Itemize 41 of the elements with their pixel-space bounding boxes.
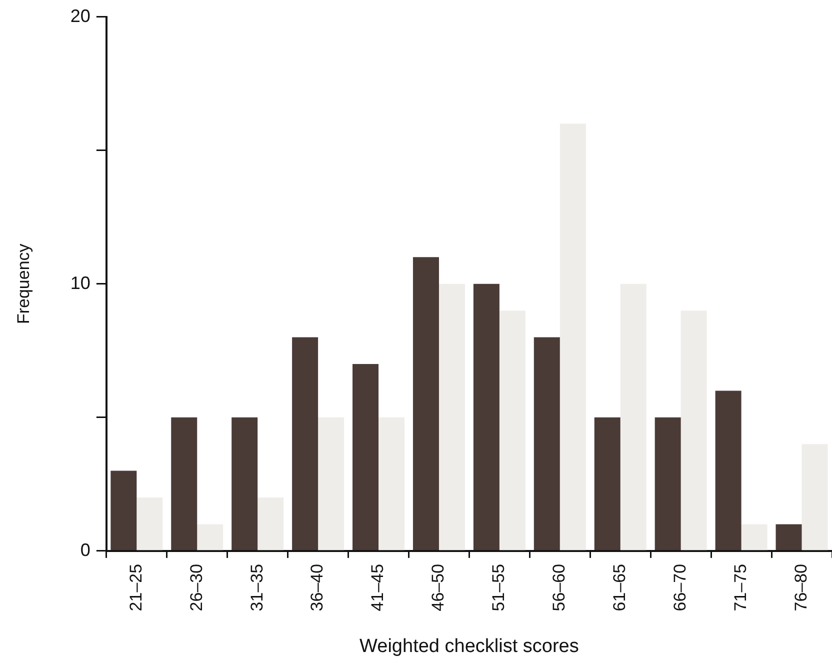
x-tick-label: 51–55 [489, 564, 508, 612]
bar [715, 390, 742, 550]
bar [776, 524, 802, 550]
bar [378, 417, 405, 550]
x-tick-label: 31–35 [247, 564, 266, 612]
bar [292, 337, 318, 550]
bar [232, 417, 258, 550]
bar [197, 524, 224, 550]
bar [560, 124, 586, 550]
x-tick-label: 66–70 [670, 564, 690, 612]
x-tick-label: 26–30 [186, 564, 206, 612]
bar [171, 417, 198, 550]
bar [473, 284, 500, 550]
x-tick-label: 56–60 [550, 564, 569, 612]
x-axis-title: Weighted checklist scores [360, 636, 579, 657]
y-axis-title: Frequency [14, 243, 33, 324]
y-tick-label: 10 [70, 272, 90, 293]
x-tick-label: 76–80 [791, 564, 810, 612]
bar [620, 284, 646, 550]
y-tick-label: 20 [70, 6, 90, 26]
bar [680, 310, 707, 550]
bar [258, 498, 284, 550]
y-tick-label: 0 [80, 540, 90, 560]
bar [499, 310, 526, 550]
bar [654, 417, 681, 550]
bar [412, 257, 439, 550]
bar [802, 444, 828, 550]
bar [318, 417, 344, 550]
bar [438, 284, 465, 550]
bar [110, 470, 137, 550]
bar [136, 498, 163, 550]
bar [594, 417, 620, 550]
bar [352, 364, 379, 550]
x-tick-label: 36–40 [308, 564, 327, 612]
x-tick-label: 21–25 [126, 564, 146, 612]
x-tick-label: 71–75 [730, 564, 750, 612]
x-tick-label: 41–45 [368, 564, 388, 612]
bar [741, 524, 768, 550]
x-tick-label: 46–50 [428, 564, 448, 612]
x-tick-label: 61–65 [610, 564, 630, 612]
bar [534, 337, 560, 550]
